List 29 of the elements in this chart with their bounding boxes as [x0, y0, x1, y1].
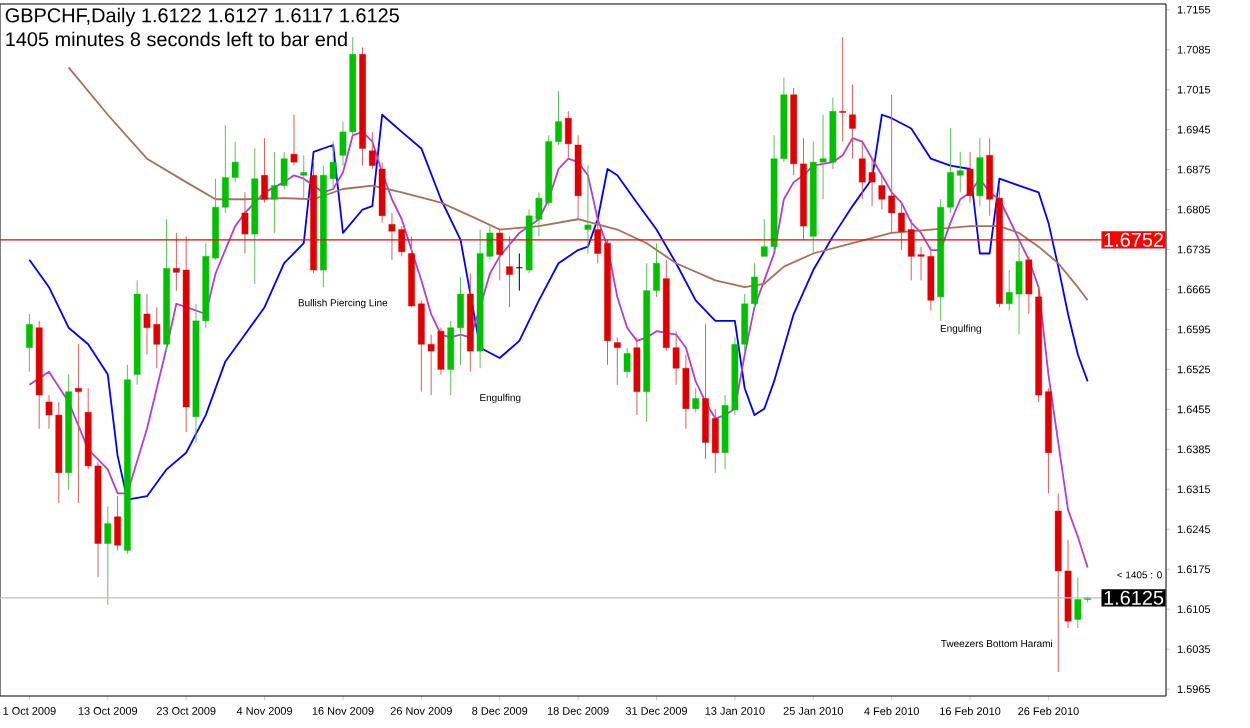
- candlestick: [26, 313, 33, 373]
- candlestick: [496, 229, 504, 281]
- candlestick: [1025, 255, 1033, 315]
- candlestick: [584, 165, 592, 254]
- candlestick: [976, 137, 984, 207]
- candlestick: [378, 161, 386, 224]
- line-series: [67, 66, 1089, 302]
- chart-title: GBPCHF,Daily 1.6122 1.6127 1.6117 1.6125: [5, 7, 399, 27]
- ref-line-label: 1.6752: [1104, 232, 1164, 247]
- candlestick: [300, 154, 308, 200]
- candlestick: [623, 347, 631, 379]
- candlestick: [241, 191, 249, 254]
- ref-line-label: 1.6125: [1104, 590, 1164, 605]
- candlestick: [613, 336, 621, 386]
- candlestick: [75, 343, 82, 504]
- candlestick: [506, 235, 513, 308]
- candlestick: [849, 84, 856, 160]
- candlestick: [114, 495, 121, 551]
- candlestick: [515, 253, 523, 292]
- candlestick: [966, 151, 974, 204]
- text: 1405 minutes 8 seconds left to bar end: [6, 31, 347, 47]
- candlestick: [290, 114, 298, 167]
- candlestick: [369, 131, 376, 170]
- candlestick: [261, 137, 268, 204]
- candlestick: [839, 36, 846, 143]
- candlestick: [692, 387, 700, 413]
- candlestick: [104, 505, 112, 606]
- candlestick: [633, 336, 641, 416]
- line-series: [28, 130, 1089, 569]
